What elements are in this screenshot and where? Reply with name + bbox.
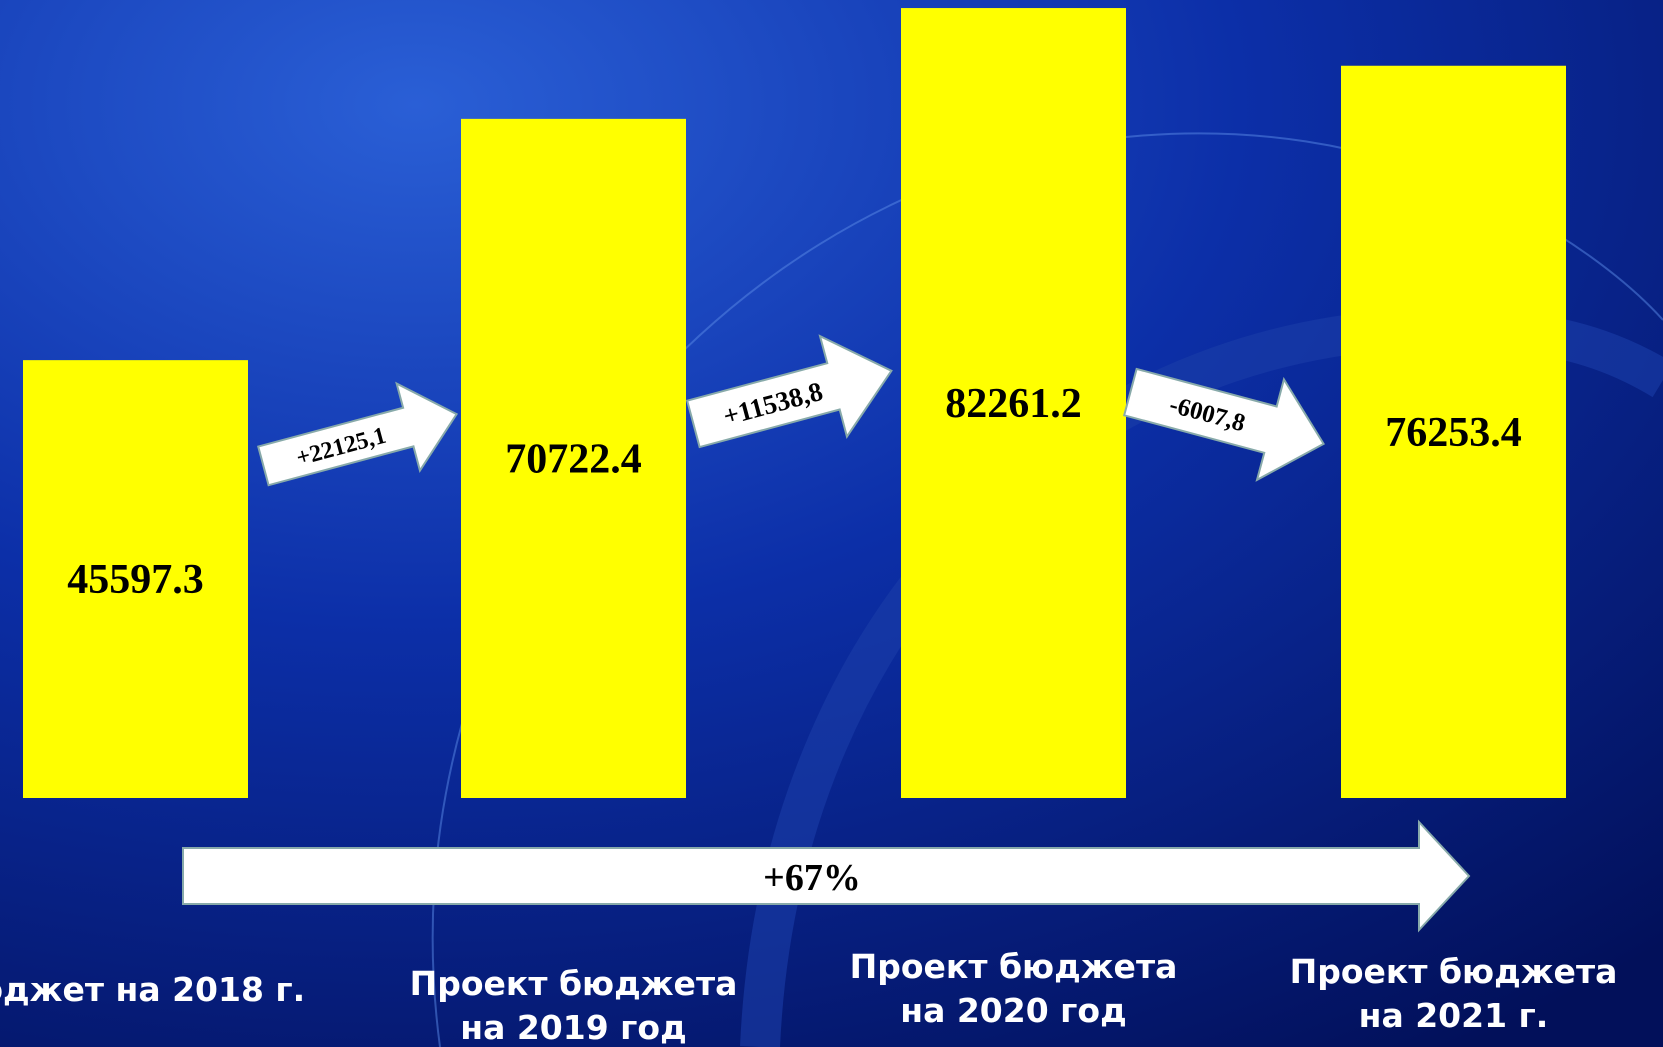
value-label: 76253.4 xyxy=(1385,410,1522,456)
category-label: Проект бюджета на 2020 год xyxy=(849,947,1178,1030)
category-label: Проект бюджета на 2021 г. xyxy=(1289,952,1618,1035)
category-label: Бюджет на 2018 г. xyxy=(0,970,306,1009)
category-label: Проект бюджета на 2019 год xyxy=(409,964,738,1047)
decor-arc xyxy=(740,308,1663,1047)
bar xyxy=(901,8,1126,798)
bar xyxy=(461,118,686,798)
annotation: +67% xyxy=(763,857,861,899)
arrow: -6007,8 xyxy=(1122,367,1325,482)
value-label: 82261.2 xyxy=(945,381,1082,427)
value-label: 45597.3 xyxy=(67,557,204,603)
bar xyxy=(1341,65,1566,798)
bar xyxy=(23,360,248,798)
value-label: 70722.4 xyxy=(505,436,642,482)
arrow: +67% xyxy=(182,819,1471,933)
